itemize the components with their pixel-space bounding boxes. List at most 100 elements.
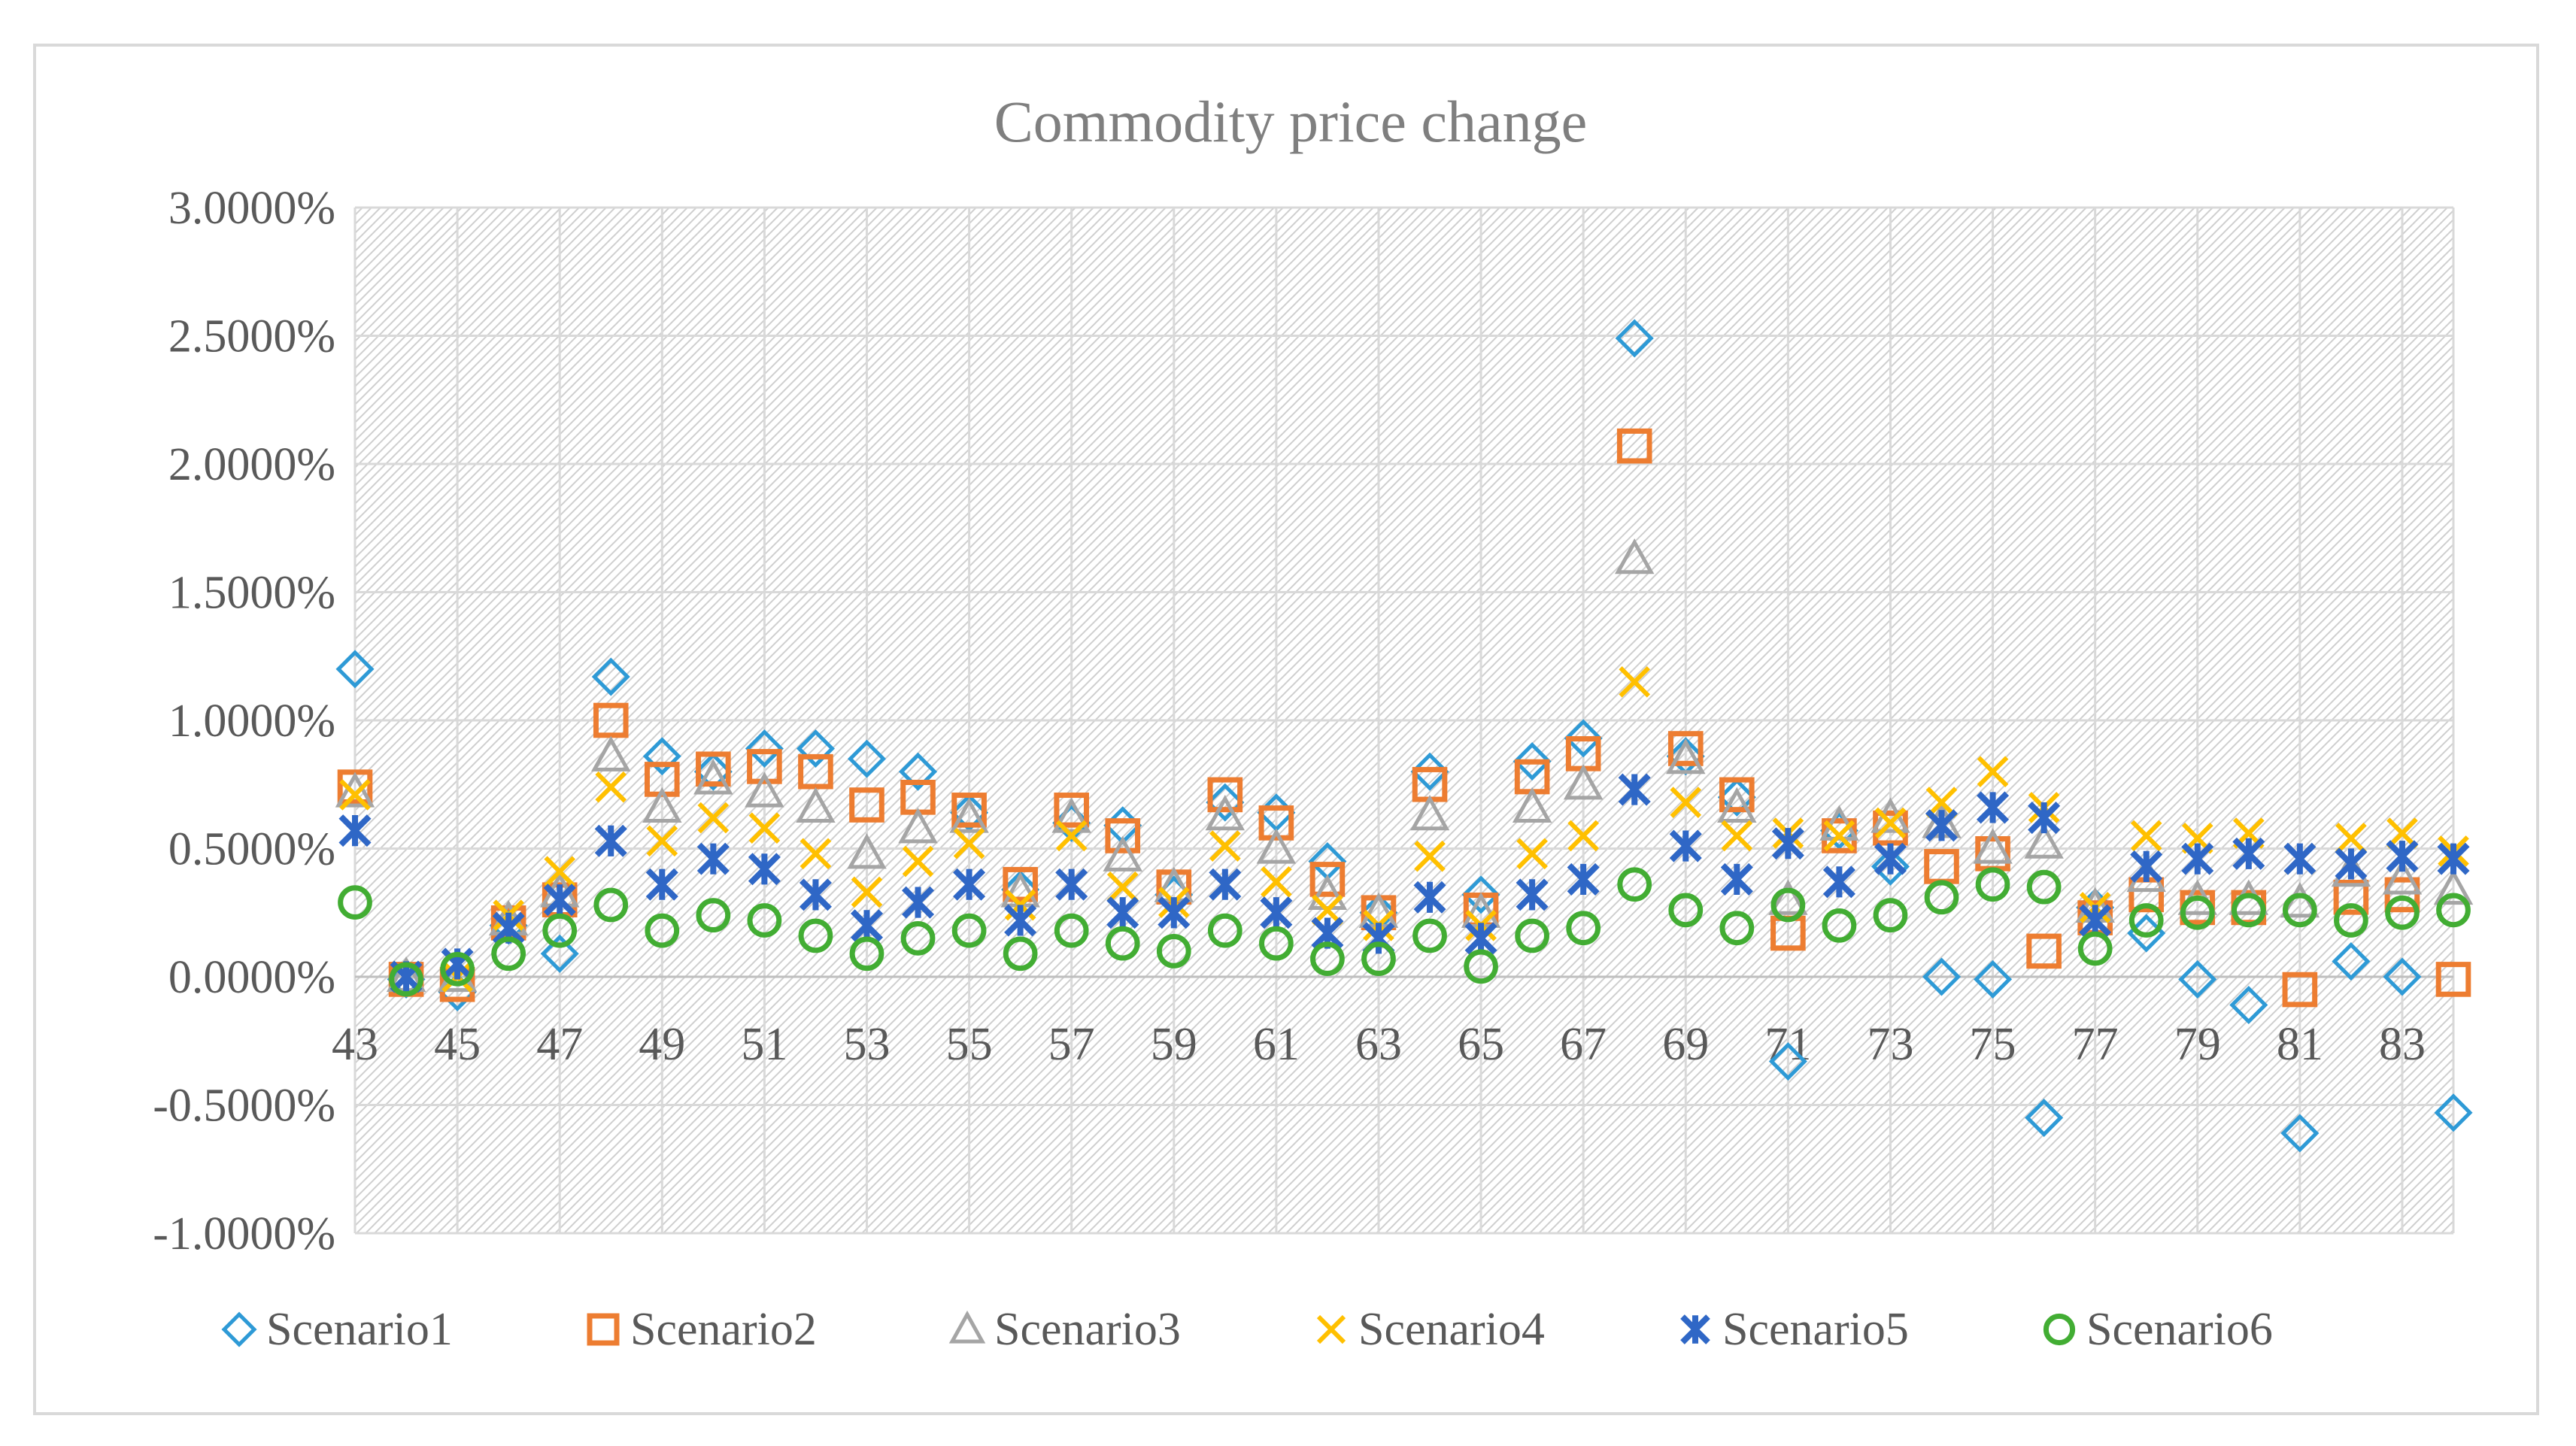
data-point [1670, 787, 1702, 818]
legend-label: Scenario6 [2086, 1304, 2273, 1355]
data-point [2280, 1114, 2320, 1153]
data-point [594, 824, 627, 857]
data-point [849, 787, 884, 823]
data-point [2435, 962, 2471, 997]
legend-label: Scenario2 [630, 1304, 817, 1355]
data-point [696, 751, 731, 787]
legend-marker [2043, 1313, 2076, 1346]
data-point [542, 913, 578, 948]
data-point [796, 729, 835, 768]
data-point [2436, 893, 2471, 928]
data-point [1055, 820, 1088, 852]
data-points [335, 319, 2474, 1153]
data-point [2028, 802, 2061, 835]
data-point [1563, 764, 1604, 800]
data-point [2130, 850, 2163, 883]
data-point [2079, 904, 2112, 937]
data-point [1310, 941, 1345, 976]
y-axis-ticks: 3.0000% 2.5000% 2.0000% 1.5000% 1.0000% 0.500… [153, 183, 335, 1260]
data-point [595, 771, 627, 803]
chart-frame: Commodity price change 3.0000% 2.5000% 2.0… [33, 44, 2539, 1415]
data-point [1260, 896, 1293, 929]
data-point [1414, 840, 1446, 872]
data-point [850, 909, 884, 942]
y-tick-label: 0.5000% [168, 824, 335, 875]
data-point [2229, 985, 2268, 1025]
data-point [2283, 842, 2317, 875]
legend-label: Scenario4 [1358, 1304, 1545, 1355]
x-tick-label: 79 [2174, 1019, 2221, 1070]
legend-item-scenario3: Scenario3 [948, 1304, 1181, 1355]
data-point [1512, 787, 1552, 823]
data-point [2231, 893, 2266, 928]
data-point [1207, 913, 1242, 948]
data-point [2128, 903, 2164, 938]
x-tick-label: 83 [2379, 1019, 2426, 1070]
y-tick-label: 1.5000% [168, 568, 335, 619]
x-tick-label: 63 [1355, 1019, 1402, 1070]
data-point [2077, 931, 2113, 966]
data-point [389, 962, 423, 997]
data-point [1871, 847, 1910, 886]
data-point [949, 797, 989, 833]
data-point [1924, 880, 1959, 915]
x-tick-label: 61 [1253, 1019, 1300, 1070]
legend-label: Scenario1 [266, 1304, 453, 1355]
legend-marker [948, 1310, 986, 1344]
data-point [697, 802, 730, 834]
data-point [642, 737, 681, 776]
data-point [2282, 893, 2317, 928]
data-point [1461, 875, 1500, 914]
data-point [1566, 911, 1601, 946]
x-tick-label: 67 [1560, 1019, 1607, 1070]
x-tick-label: 81 [2277, 1019, 2323, 1070]
x-tick-label: 57 [1048, 1019, 1095, 1070]
x-tick-label: 51 [741, 1019, 787, 1070]
data-point [543, 884, 576, 917]
data-point [1564, 719, 1603, 758]
y-tick-label: 2.0000% [168, 439, 335, 490]
y-tick-label: 0.0000% [168, 952, 335, 1003]
data-point [2025, 1099, 2064, 1138]
data-point [1669, 829, 1702, 862]
data-point [1619, 666, 1651, 698]
data-point [338, 885, 372, 920]
data-point [1513, 742, 1552, 781]
data-point [1410, 752, 1449, 791]
data-point [1156, 934, 1191, 969]
data-point [2433, 869, 2474, 905]
data-point [1615, 319, 1654, 358]
data-point [1720, 862, 1753, 896]
data-point [1977, 791, 2010, 824]
data-point [1873, 898, 1908, 933]
data-point [1106, 871, 1139, 903]
data-point [1822, 908, 1857, 943]
data-point [593, 887, 629, 923]
data-point [1103, 835, 1142, 872]
x-tick-label: 69 [1662, 1019, 1709, 1070]
data-point [1977, 756, 2009, 788]
data-point [1925, 809, 1959, 842]
data-point [1717, 787, 1757, 823]
data-point [953, 827, 985, 859]
series-scenario4 [339, 666, 2469, 993]
data-point [1054, 913, 1089, 948]
data-point [1614, 538, 1655, 574]
data-point [593, 702, 629, 738]
data-point [2385, 895, 2420, 930]
chart-canvas: Commodity price change 3.0000% 2.5000% 2.0… [153, 89, 2474, 1355]
data-point [591, 657, 630, 696]
data-point [2130, 820, 2162, 852]
data-point [540, 934, 579, 973]
data-point [1719, 911, 1755, 946]
data-point [2181, 842, 2214, 875]
legend-item-scenario1: Scenario1 [221, 1304, 453, 1355]
legend-item-scenario2: Scenario2 [587, 1304, 817, 1355]
legend-item-scenario6: Scenario6 [2043, 1304, 2273, 1355]
data-point [2382, 859, 2423, 895]
legend: Scenario1 Scenario2 Scenario3 Scenario4 Scen… [221, 1304, 2273, 1355]
data-point [2026, 869, 2062, 905]
data-point [1464, 922, 1497, 955]
data-point [1209, 868, 1242, 901]
data-point [335, 772, 375, 808]
